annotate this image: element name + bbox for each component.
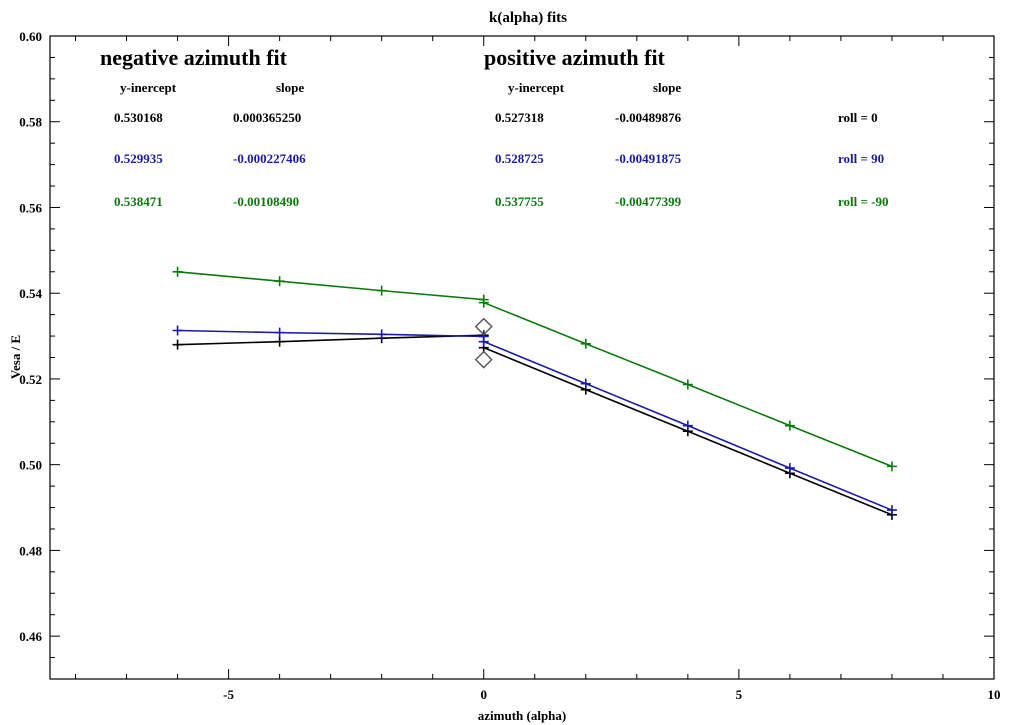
y-tick-label: 0.50 (19, 458, 42, 473)
fit-value-roll: roll = 90 (838, 151, 884, 166)
fit-value-pos-intercept: 0.527318 (495, 110, 544, 125)
data-point (886, 505, 897, 516)
y-tick-label: 0.60 (19, 29, 42, 44)
fit-value-neg-intercept: 0.530168 (114, 110, 163, 125)
data-point (274, 276, 285, 287)
x-axis-label: azimuth (alpha) (478, 708, 566, 723)
fit-value-neg-slope: -0.000227406 (233, 151, 306, 166)
series-layer (172, 266, 897, 520)
chart-title: k(alpha) fits (489, 10, 567, 26)
fit-value-neg-slope: -0.00108490 (233, 194, 299, 209)
negative-fit-heading: negative azimuth fit (100, 45, 288, 70)
fit-value-roll: roll = -90 (838, 194, 889, 209)
data-point (784, 420, 795, 431)
negative-intercept-header: y-inercept (120, 80, 177, 95)
x-tick-label: 0 (480, 687, 487, 702)
diamond-marker (474, 317, 493, 336)
data-point (274, 327, 285, 338)
fit-rows: 0.530168 0.000365250 0.527318 -0.00489876 ro… (114, 110, 889, 209)
fit-value-pos-intercept: 0.528725 (495, 151, 544, 166)
data-point (580, 338, 591, 349)
y-tick-label: 0.46 (19, 629, 42, 644)
fit-value-neg-intercept: 0.529935 (114, 151, 163, 166)
fit-annotations: negative azimuth fit positive azimuth fi… (100, 45, 889, 209)
data-point (682, 379, 693, 390)
axis-ticks (50, 35, 995, 680)
fit-value-pos-slope: -0.00489876 (615, 110, 682, 125)
series-line (177, 329, 893, 511)
diamond-markers (474, 317, 493, 369)
data-point (274, 336, 285, 347)
data-point (376, 329, 387, 340)
data-point (580, 378, 591, 389)
fit-value-pos-slope: -0.00491875 (615, 151, 682, 166)
fit-value-pos-intercept: 0.537755 (495, 194, 544, 209)
negative-slope-header: slope (276, 80, 304, 95)
data-point (376, 285, 387, 296)
y-tick-label: 0.52 (19, 372, 42, 387)
data-point (682, 420, 693, 431)
data-point (172, 339, 183, 350)
axis-tick-labels: 0.46 0.48 0.50 0.52 0.54 0.56 0.58 0.60 -5 0 5 10 (19, 29, 1000, 702)
y-tick-label: 0.48 (19, 543, 42, 558)
data-point (784, 463, 795, 474)
data-point (478, 297, 489, 308)
diamond-marker (474, 350, 493, 369)
data-point (478, 336, 489, 347)
positive-fit-heading: positive azimuth fit (484, 45, 666, 70)
positive-slope-header: slope (653, 80, 681, 95)
positive-intercept-header: y-inercept (508, 80, 565, 95)
y-axis-label: Vesa / E (8, 335, 23, 379)
fit-value-pos-slope: -0.00477399 (615, 194, 682, 209)
y-tick-label: 0.58 (19, 115, 42, 130)
fit-value-neg-slope: 0.000365250 (233, 110, 301, 125)
series-1 (172, 325, 897, 516)
x-tick-label: 5 (736, 687, 743, 702)
series-2 (172, 266, 897, 472)
fit-value-neg-intercept: 0.538471 (114, 194, 163, 209)
data-point (172, 266, 183, 277)
data-point (172, 325, 183, 336)
x-tick-label: 10 (988, 687, 1001, 702)
fit-value-roll: roll = 0 (838, 110, 878, 125)
y-tick-label: 0.56 (19, 200, 42, 215)
y-tick-label: 0.54 (19, 286, 42, 301)
data-point (886, 461, 897, 472)
x-tick-label: -5 (223, 687, 234, 702)
